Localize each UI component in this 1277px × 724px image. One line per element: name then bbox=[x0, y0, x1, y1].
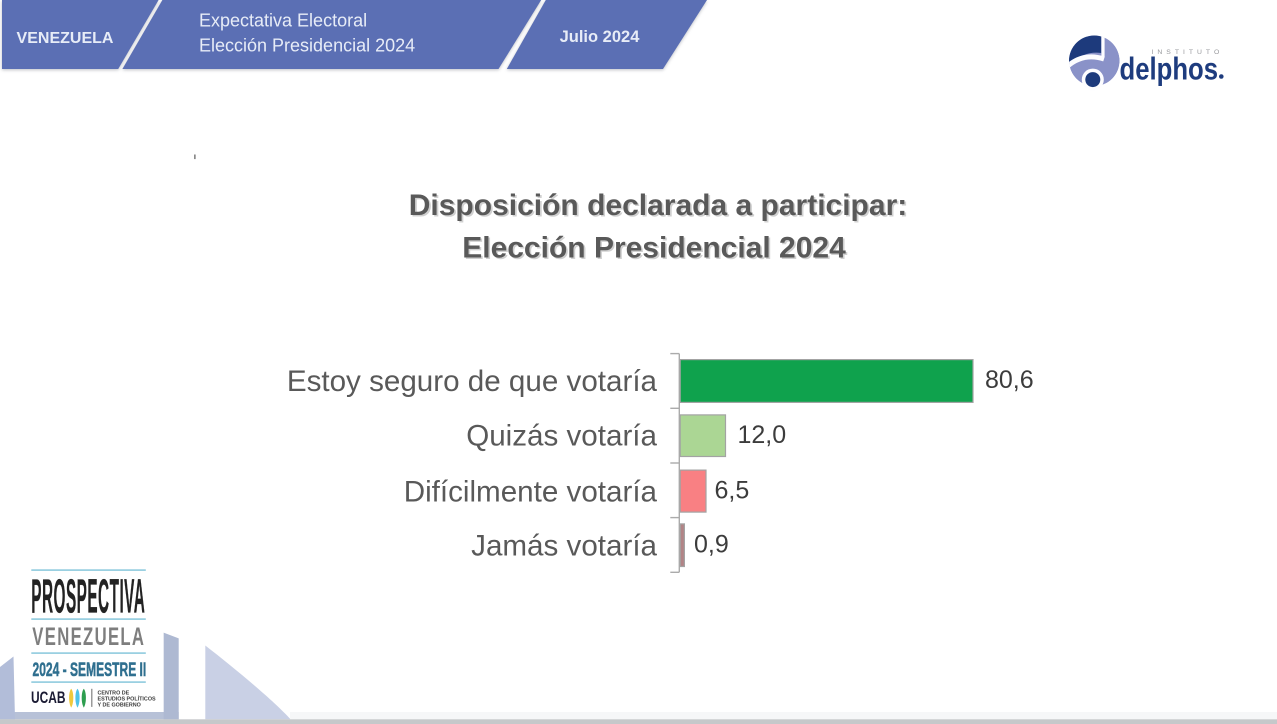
svg-text:Difícilmente votaría: Difícilmente votaría bbox=[404, 475, 658, 508]
svg-text:PROSPECTIVA: PROSPECTIVA bbox=[31, 571, 145, 624]
svg-text:CENTRO DE: CENTRO DE bbox=[98, 691, 130, 697]
svg-text:Disposición declarada a partic: Disposición declarada a participar: bbox=[409, 189, 908, 222]
svg-text:6,5: 6,5 bbox=[715, 477, 750, 505]
svg-text:Quizás votaría: Quizás votaría bbox=[466, 420, 657, 453]
svg-text:INSTITUTO: INSTITUTO bbox=[1152, 49, 1224, 56]
svg-text:Elección Presidencial 2024: Elección Presidencial 2024 bbox=[199, 36, 415, 56]
svg-text:80,6: 80,6 bbox=[985, 366, 1034, 394]
svg-text:Elección Presidencial 2024: Elección Presidencial 2024 bbox=[464, 233, 848, 266]
svg-text:Estoy seguro de que votaría: Estoy seguro de que votaría bbox=[287, 365, 658, 398]
svg-text:Disposición declarada a partic: Disposición declarada a participar: bbox=[410, 191, 909, 224]
svg-text:Elección Presidencial 2024: Elección Presidencial 2024 bbox=[462, 232, 846, 265]
svg-text:VENEZUELA: VENEZUELA bbox=[32, 623, 145, 651]
svg-text:delphos: delphos bbox=[1120, 51, 1219, 87]
svg-text:Julio 2024: Julio 2024 bbox=[560, 28, 641, 46]
svg-text:Expectativa Electoral: Expectativa Electoral bbox=[199, 11, 367, 31]
svg-text:UCAB: UCAB bbox=[31, 688, 66, 707]
svg-text:VENEZUELA: VENEZUELA bbox=[17, 30, 114, 47]
svg-text:ESTUDIOS POLÍTICOS: ESTUDIOS POLÍTICOS bbox=[98, 695, 157, 703]
svg-text:Y DE GOBIERNO: Y DE GOBIERNO bbox=[98, 703, 141, 709]
svg-text:0,9: 0,9 bbox=[694, 531, 729, 559]
svg-text:12,0: 12,0 bbox=[738, 421, 787, 449]
svg-text:2024 - SEMESTRE II: 2024 - SEMESTRE II bbox=[33, 659, 147, 681]
svg-text:Jamás votaría: Jamás votaría bbox=[471, 529, 657, 562]
